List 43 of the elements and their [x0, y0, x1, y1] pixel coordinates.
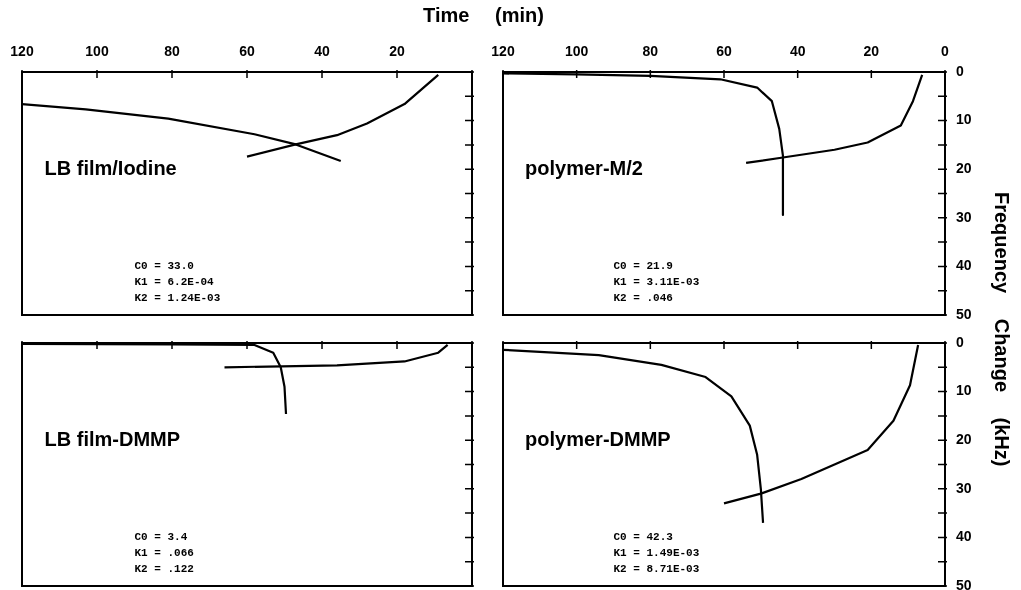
x-tick-label: 100 — [85, 43, 109, 60]
annotation: C0 = 33.0 — [134, 260, 194, 273]
y-tick-label: 30 — [956, 208, 972, 225]
x-tick-label: 20 — [863, 43, 880, 60]
annotation: K1 = .066 — [134, 546, 194, 559]
annotation: LB film/Iodine — [44, 156, 177, 179]
y-tick-label: 30 — [956, 479, 972, 496]
y-tick-label: 50 — [956, 305, 972, 322]
annotation: polymer-DMMP — [525, 427, 671, 450]
y-tick-label: 40 — [956, 528, 972, 545]
y-tick-label: 10 — [956, 382, 972, 399]
annotation: K1 = 3.11E-03 — [613, 275, 700, 288]
x-tick-label: 120 — [491, 43, 515, 60]
annotation: C0 = 42.3 — [613, 531, 674, 544]
annotation: K1 = 6.2E-04 — [134, 275, 215, 288]
x-tick-label: 120 — [10, 43, 34, 60]
x-axis-title: Time (min) — [422, 4, 545, 27]
x-tick-label: 60 — [239, 43, 255, 60]
annotation: K2 = .046 — [613, 291, 673, 304]
annotation: K2 = 1.24E-03 — [134, 291, 221, 304]
x-tick-label: 20 — [389, 43, 405, 60]
annotation: K1 = 1.49E-03 — [613, 546, 700, 559]
x-tick-label: 40 — [789, 43, 806, 60]
y-tick-label: 0 — [956, 333, 964, 350]
y-tick-label: 0 — [956, 62, 964, 79]
x-tick-label: 100 — [564, 43, 589, 60]
x-tick-label: 80 — [642, 43, 659, 60]
annotation: K2 = 8.71E-03 — [613, 562, 700, 575]
y-tick-label: 50 — [956, 576, 972, 590]
annotation: K2 = .122 — [134, 562, 194, 575]
annotation: polymer-M/2 — [525, 156, 643, 179]
y-tick-label: 40 — [956, 257, 972, 274]
x-tick-label: 60 — [716, 43, 732, 60]
y-tick-label: 10 — [956, 111, 972, 128]
y-axis-title: Frequency Change (kHz) — [990, 191, 1013, 469]
annotation: LB film-DMMP — [44, 427, 181, 450]
y-tick-label: 20 — [956, 431, 972, 448]
x-tick-label: 40 — [314, 43, 330, 60]
y-tick-label: 20 — [956, 160, 972, 177]
annotation: C0 = 21.9 — [613, 260, 673, 273]
annotation: C0 = 3.4 — [134, 531, 188, 544]
x-tick-label: 80 — [164, 43, 180, 60]
x-tick-label: 0 — [941, 43, 950, 60]
